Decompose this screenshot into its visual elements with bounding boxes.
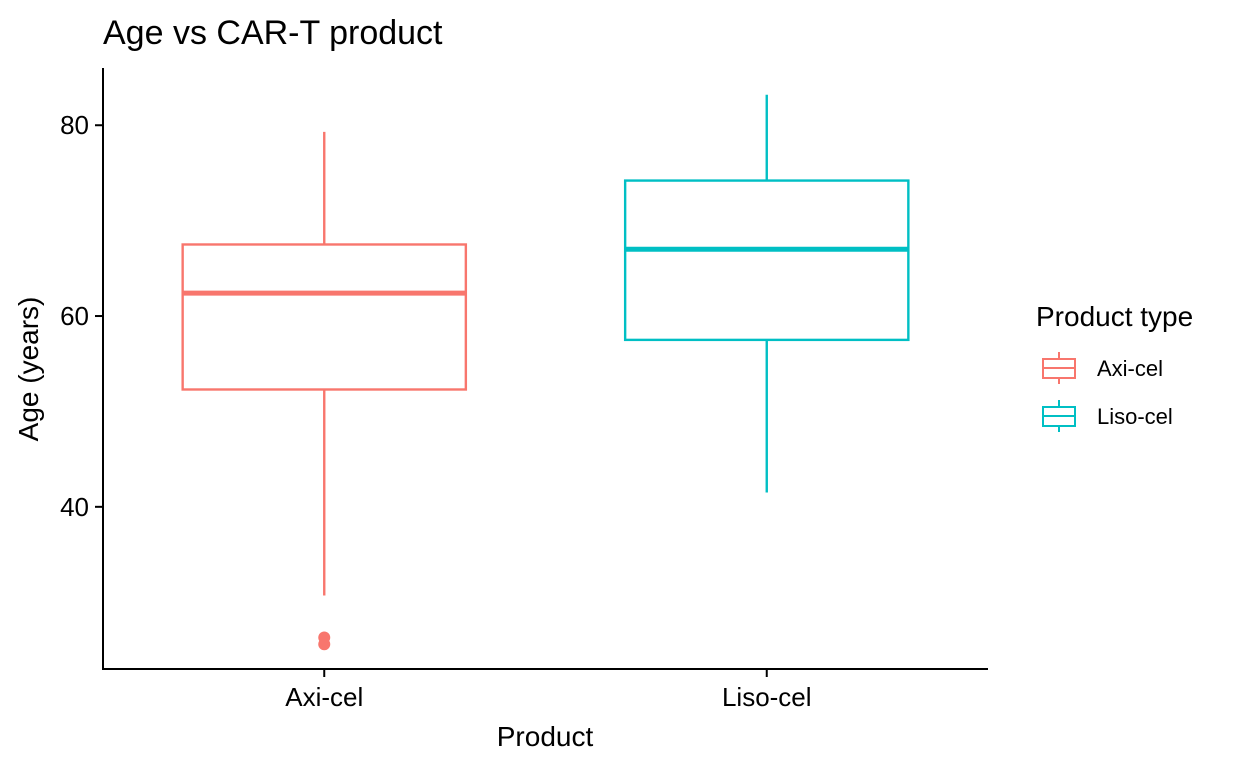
interquartile-box: [181, 243, 468, 391]
x-tick-label: Axi-cel: [285, 682, 363, 712]
x-axis-ticks: Axi-cel Liso-cel: [285, 669, 812, 712]
interquartile-box: [623, 179, 910, 342]
box-1: [181, 131, 468, 651]
legend-title: Product type: [1036, 301, 1193, 332]
chart-title: Age vs CAR-T product: [103, 14, 443, 52]
legend-key-2: Liso-cel: [1042, 400, 1173, 432]
y-tick-label: 80: [60, 110, 89, 140]
y-axis-ticks: 40 60 80: [60, 110, 103, 522]
legend-key-1: Axi-cel: [1042, 352, 1163, 384]
y-tick-label: 60: [60, 301, 89, 331]
plot-area: [181, 94, 910, 651]
legend-label: Axi-cel: [1097, 356, 1163, 381]
y-axis-title: Age (years): [13, 297, 44, 442]
legend: Product type Axi-cel Liso-cel: [1036, 301, 1193, 432]
x-tick-label: Liso-cel: [722, 682, 812, 712]
legend-label: Liso-cel: [1097, 404, 1173, 429]
box-2: [623, 94, 910, 493]
x-axis-title: Product: [497, 721, 594, 752]
y-tick-label: 40: [60, 492, 89, 522]
outlier-point: [318, 638, 331, 651]
